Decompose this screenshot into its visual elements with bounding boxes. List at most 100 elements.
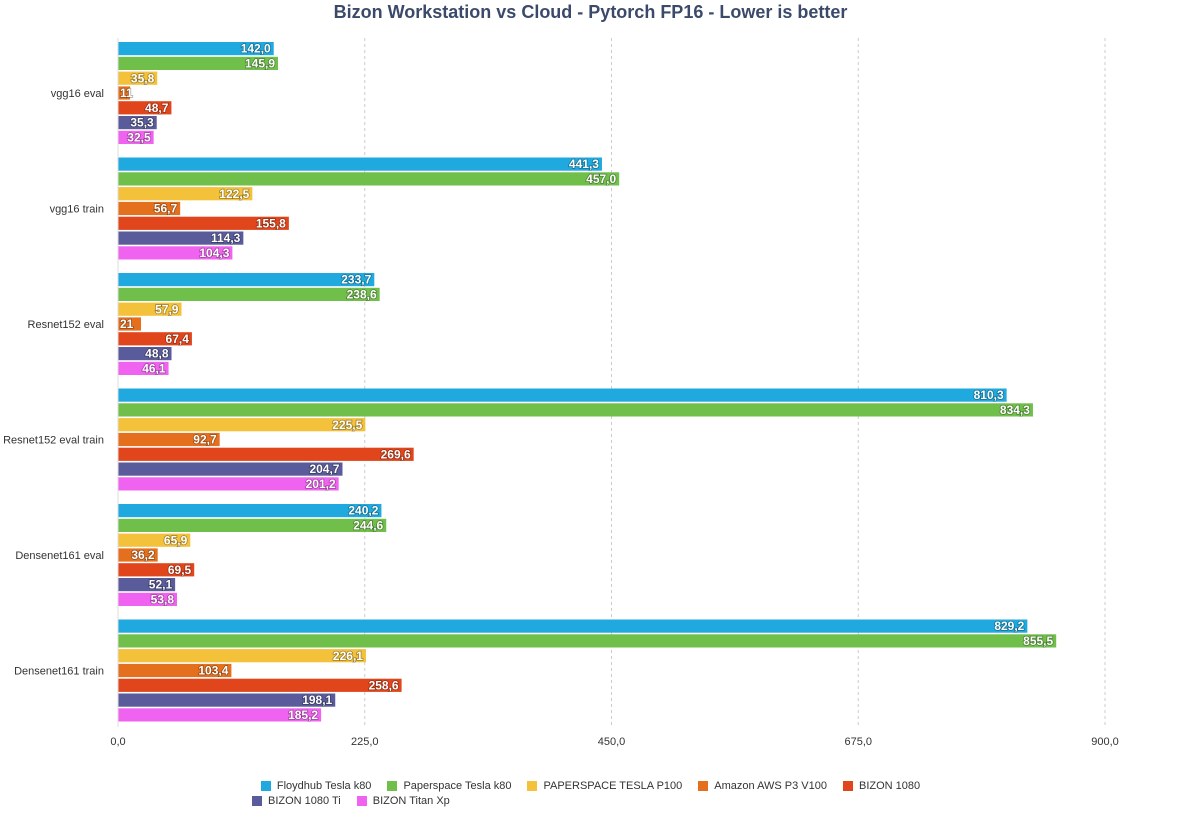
category-label: vgg16 train bbox=[50, 204, 104, 216]
legend-swatch bbox=[252, 795, 262, 806]
bar-value-label: 104,3 bbox=[199, 246, 229, 260]
bar bbox=[118, 403, 1033, 417]
legend-swatch bbox=[260, 780, 271, 791]
bar bbox=[118, 332, 192, 346]
bar-value-label: 56,7 bbox=[154, 202, 178, 216]
x-tick-label: 675,0 bbox=[844, 736, 872, 748]
bar-value-label: 855,5 bbox=[1023, 634, 1053, 648]
bar bbox=[118, 172, 620, 186]
bar bbox=[118, 533, 191, 547]
legend-swatch bbox=[527, 780, 538, 791]
bar bbox=[118, 663, 232, 678]
bar bbox=[118, 56, 279, 70]
bar-value-label: 103,4 bbox=[198, 664, 228, 678]
bar-value-label: 457,0 bbox=[586, 172, 616, 186]
bar bbox=[118, 86, 131, 100]
legend-swatch bbox=[387, 780, 398, 791]
bar bbox=[118, 447, 414, 461]
bar-value-label: 441,3 bbox=[569, 157, 599, 171]
x-tick-label: 225,0 bbox=[351, 736, 379, 748]
bar-value-label: 46,1 bbox=[142, 362, 166, 376]
bar-value-label: 48,7 bbox=[145, 101, 169, 115]
bar bbox=[118, 287, 380, 301]
chart-title: Bizon Workstation vs Cloud - Pytorch FP1… bbox=[333, 2, 848, 22]
bar-value-label: 35,8 bbox=[131, 71, 155, 85]
legend-label: Amazon AWS P3 V100 bbox=[714, 779, 827, 792]
bar bbox=[118, 157, 602, 171]
bar bbox=[118, 462, 343, 476]
legend-swatch bbox=[843, 780, 853, 791]
category-label: vgg16 eval bbox=[51, 88, 104, 100]
category-label: Resnet152 eval train bbox=[3, 435, 104, 447]
bar bbox=[118, 216, 289, 230]
bar bbox=[118, 708, 322, 722]
bar bbox=[118, 634, 1057, 648]
bar bbox=[118, 361, 169, 375]
bar bbox=[118, 548, 158, 562]
bar-value-label: 92,7 bbox=[193, 433, 217, 447]
legend-item[interactable]: BIZON 1080 Ti bbox=[252, 793, 341, 808]
bar bbox=[118, 42, 274, 56]
bar bbox=[118, 201, 181, 216]
bar bbox=[118, 504, 382, 518]
axis-layer: 0,0 225,0 450,0 675,0 900,0 vgg16 eval vgg16 t… bbox=[3, 38, 1119, 748]
bar bbox=[118, 302, 182, 316]
bar-value-label: 11 bbox=[120, 86, 133, 100]
bar bbox=[118, 418, 366, 432]
bar-value-label: 204,7 bbox=[309, 462, 339, 476]
grid-layer bbox=[364, 38, 1106, 727]
bar bbox=[118, 619, 1028, 633]
legend-swatch bbox=[356, 795, 367, 806]
bar-value-label: 36,2 bbox=[131, 548, 155, 562]
legend-label: Paperspace Tesla k80 bbox=[403, 779, 512, 792]
bar-value-label: 114,3 bbox=[211, 231, 241, 245]
bar-value-label: 65,9 bbox=[164, 533, 188, 547]
bar bbox=[118, 347, 172, 361]
bar bbox=[118, 273, 375, 287]
bar bbox=[118, 246, 233, 260]
bar-value-label: 238,6 bbox=[347, 288, 377, 302]
x-tick-label: 450,0 bbox=[598, 736, 626, 748]
legend-item[interactable]: Floydhub Tesla k80 bbox=[260, 778, 372, 793]
chart-legend: Floydhub Tesla k80 Paperspace Tesla k80 PA… bbox=[0, 778, 1181, 808]
legend-label: BIZON Titan Xp bbox=[372, 794, 450, 807]
legend-label: BIZON 1080 bbox=[859, 779, 921, 792]
bar-value-label: 53,8 bbox=[151, 593, 175, 607]
bar bbox=[118, 116, 157, 130]
bar bbox=[118, 231, 244, 245]
legend-swatch bbox=[698, 780, 709, 791]
bar bbox=[118, 563, 195, 577]
bar-value-label: 829,2 bbox=[994, 619, 1024, 633]
bar-value-label: 35,3 bbox=[130, 116, 154, 130]
category-label: Densenet161 train bbox=[14, 666, 104, 678]
bar bbox=[118, 578, 176, 592]
bar bbox=[118, 518, 387, 532]
bar-value-label: 810,3 bbox=[974, 388, 1004, 402]
bar bbox=[118, 101, 172, 115]
bar-value-label: 52,1 bbox=[149, 578, 173, 592]
legend-item[interactable]: BIZON Titan Xp bbox=[356, 793, 450, 808]
legend-item[interactable]: Paperspace Tesla k80 bbox=[387, 778, 511, 793]
bar-value-label: 155,8 bbox=[256, 216, 286, 230]
bar-value-label: 233,7 bbox=[341, 273, 371, 287]
legend-label: PAPERSPACE TESLA P100 bbox=[543, 779, 683, 792]
bar-value-label: 244,6 bbox=[353, 519, 383, 533]
legend-item[interactable]: PAPERSPACE TESLA P100 bbox=[527, 778, 682, 793]
bar bbox=[118, 432, 220, 447]
bar-value-label: 225,5 bbox=[332, 418, 362, 432]
bar-value-label: 201,2 bbox=[306, 477, 336, 491]
bar bbox=[118, 317, 142, 331]
legend-label: Floydhub Tesla k80 bbox=[276, 779, 372, 792]
category-label: Densenet161 eval bbox=[15, 550, 104, 562]
legend-item[interactable]: BIZON 1080 bbox=[843, 778, 920, 793]
legend-item[interactable]: Amazon AWS P3 V100 bbox=[698, 778, 827, 793]
bar bbox=[118, 693, 336, 707]
bar-value-label: 145,9 bbox=[245, 57, 275, 71]
bar-value-label: 258,6 bbox=[369, 678, 399, 692]
legend-label: BIZON 1080 Ti bbox=[268, 794, 341, 807]
bar-value-label: 240,2 bbox=[348, 504, 378, 518]
x-tick-label: 900,0 bbox=[1091, 736, 1119, 748]
bar bbox=[118, 71, 158, 85]
